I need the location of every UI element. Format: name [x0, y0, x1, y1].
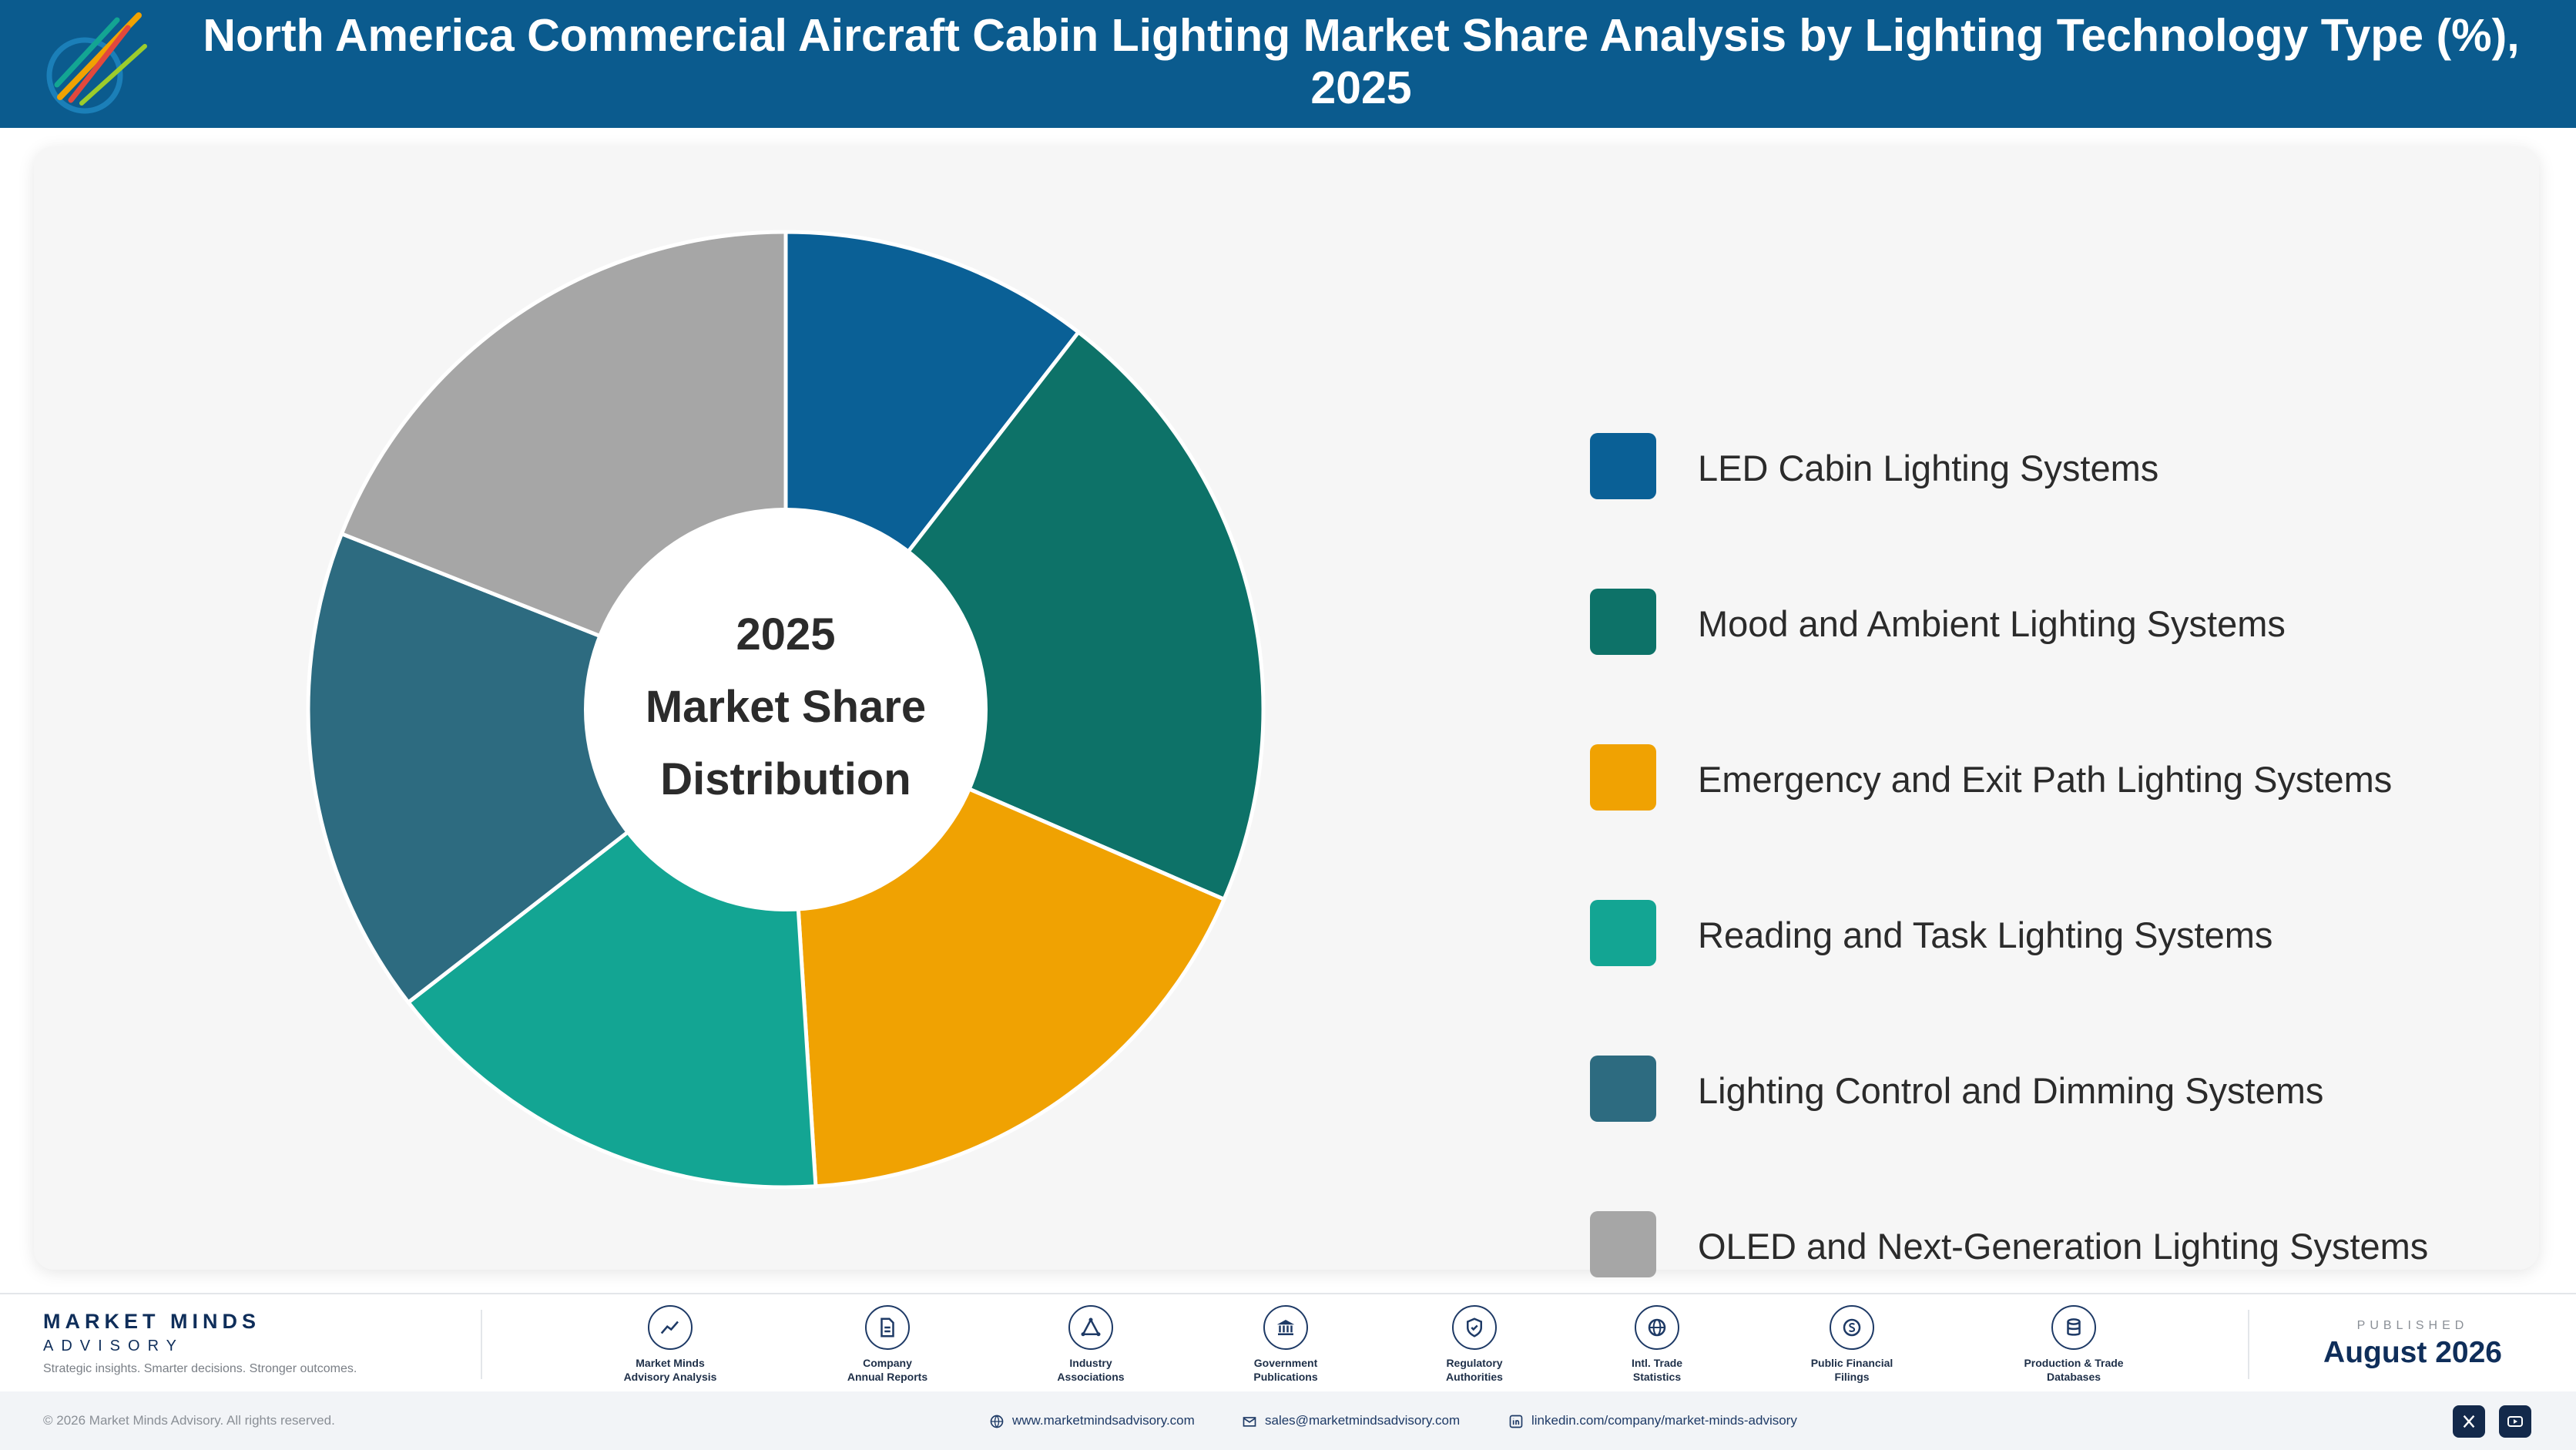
company-logo: [46, 12, 147, 114]
bottom-bar: © 2026 Market Minds Advisory. All rights…: [0, 1391, 2576, 1450]
source-trade-statistics: Intl. Trade Statistics: [1572, 1305, 1742, 1384]
published-date: August 2026: [2323, 1336, 2502, 1369]
pie-center-hole: [584, 508, 988, 911]
youtube-social-button[interactable]: [2499, 1405, 2531, 1438]
source-industry-associations: Industry Associations: [1006, 1305, 1176, 1384]
website-link[interactable]: www.marketmindsadvisory.com: [989, 1413, 1195, 1429]
legend-item-oled: OLED and Next-Generation Lighting System…: [1590, 1211, 2514, 1279]
mail-icon: [1243, 1416, 1256, 1427]
legend-swatch: [1590, 744, 1656, 811]
website-text: www.marketmindsadvisory.com: [1012, 1413, 1195, 1428]
email-text: sales@marketmindsadvisory.com: [1265, 1413, 1461, 1428]
legend-swatch: [1590, 1211, 1656, 1277]
email-link[interactable]: sales@marketmindsadvisory.com: [1242, 1413, 1460, 1429]
published-label: PUBLISHED: [2356, 1319, 2469, 1332]
database-icon: [2051, 1305, 2096, 1350]
center-label-line-3: Distribution: [660, 754, 911, 804]
legend-item-mood: Mood and Ambient Lighting Systems: [1590, 589, 2514, 656]
brand-subtitle: ADVISORY: [43, 1338, 184, 1354]
legend-item-control: Lighting Control and Dimming Systems: [1590, 1056, 2514, 1123]
center-label-line-2: Market Share: [646, 682, 926, 732]
footer-divider: [481, 1310, 482, 1379]
legend-item-emergency: Emergency and Exit Path Lighting Systems: [1590, 744, 2514, 812]
chart-card: 2025 Market Share Distribution LED Cabin…: [34, 146, 2539, 1277]
document-icon: [865, 1305, 910, 1350]
legend-swatch: [1590, 1056, 1656, 1122]
source-financial-filings: Public Financial Filings: [1767, 1305, 1937, 1384]
header-bar: North America Commercial Aircraft Cabin …: [0, 0, 2576, 128]
government-building-icon: [1263, 1305, 1308, 1350]
legend-label: OLED and Next-Generation Lighting System…: [1698, 1226, 2429, 1267]
brand-tagline: Strategic insights. Smarter decisions. S…: [43, 1362, 357, 1375]
brand-name: MARKET MINDS: [43, 1310, 260, 1333]
source-label: Intl. Trade Statistics: [1631, 1357, 1683, 1383]
youtube-icon: [2507, 1416, 2523, 1427]
legend-swatch: [1590, 589, 1656, 655]
footer-divider: [2248, 1310, 2249, 1379]
legend-label: LED Cabin Lighting Systems: [1698, 448, 2159, 488]
linkedin-icon: [1509, 1415, 1523, 1428]
source-label: Public Financial Filings: [1810, 1357, 1893, 1383]
source-regulatory-authorities: Regulatory Authorities: [1390, 1305, 1559, 1384]
x-logo-icon: [2463, 1415, 2475, 1428]
legend-label: Mood and Ambient Lighting Systems: [1698, 603, 2286, 644]
legend-item-led: LED Cabin Lighting Systems: [1590, 433, 2514, 501]
copyright-text: © 2026 Market Minds Advisory. All rights…: [43, 1413, 335, 1428]
network-icon: [1068, 1305, 1113, 1350]
legend-label: Reading and Task Lighting Systems: [1698, 915, 2273, 955]
source-label: Market Minds Advisory Analysis: [623, 1357, 717, 1383]
legend-label: Emergency and Exit Path Lighting Systems: [1698, 759, 2393, 800]
legend-item-reading: Reading and Task Lighting Systems: [1590, 900, 2514, 968]
x-social-button[interactable]: [2453, 1405, 2485, 1438]
source-government-publications: Government Publications: [1201, 1305, 1370, 1384]
globe-icon: [1635, 1305, 1679, 1350]
legend-swatch: [1590, 433, 1656, 499]
legend-swatch: [1590, 900, 1656, 966]
page-title: North America Commercial Aircraft Cabin …: [203, 10, 2520, 113]
linkedin-link[interactable]: linkedin.com/company/market-minds-adviso…: [1508, 1413, 1797, 1429]
center-label-line-1: 2025: [736, 609, 835, 660]
globe-icon: [990, 1415, 1004, 1428]
footer: MARKET MINDS ADVISORY Strategic insights…: [0, 1293, 2576, 1393]
source-company-reports: Company Annual Reports: [803, 1305, 972, 1384]
chart-line-icon: [648, 1305, 693, 1350]
legend-label: Lighting Control and Dimming Systems: [1698, 1070, 2324, 1111]
source-label: Production & Trade Databases: [2024, 1357, 2124, 1383]
source-production-databases: Production & Trade Databases: [1989, 1305, 2158, 1384]
dollar-coin-icon: [1830, 1305, 1874, 1350]
pie-chart: 2025 Market Share Distribution: [306, 230, 1266, 1190]
source-market-minds-analysis: Market Minds Advisory Analysis: [585, 1305, 755, 1384]
source-label: Regulatory Authorities: [1446, 1357, 1503, 1383]
source-label: Industry Associations: [1057, 1357, 1125, 1383]
shield-check-icon: [1452, 1305, 1497, 1350]
pie-slice: [306, 531, 790, 1005]
source-label: Government Publications: [1253, 1357, 1318, 1383]
source-label: Company Annual Reports: [847, 1357, 928, 1383]
linkedin-text: linkedin.com/company/market-minds-adviso…: [1531, 1413, 1797, 1428]
